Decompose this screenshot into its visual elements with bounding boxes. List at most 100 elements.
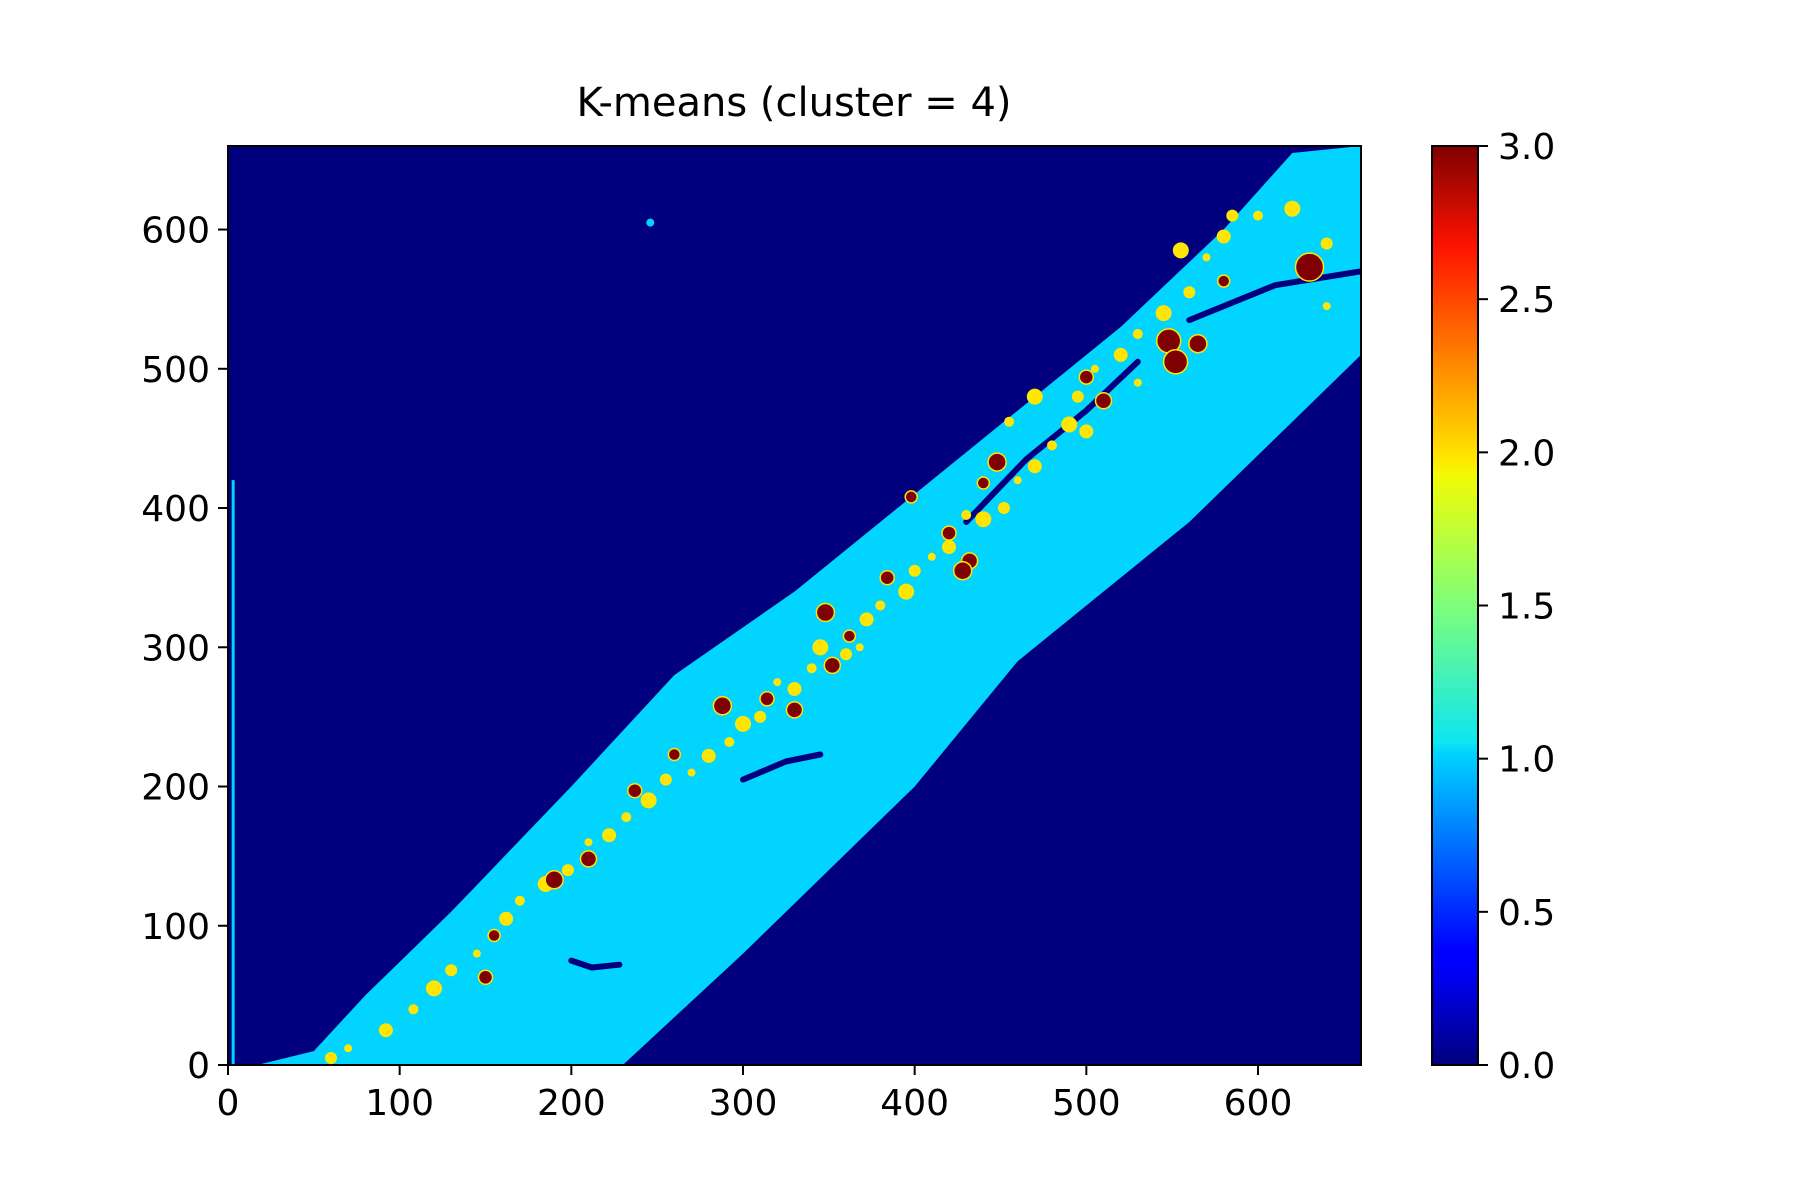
colorbar-tick-label: 0.5 — [1498, 893, 1555, 934]
spot-cluster-2 — [875, 600, 886, 611]
spot-cluster-2 — [1155, 305, 1172, 322]
spot-cluster-2 — [472, 949, 481, 958]
y-tick-label: 0 — [187, 1046, 210, 1087]
spot-cluster-2 — [621, 812, 632, 823]
spot-cluster-3 — [759, 691, 775, 707]
x-tick-label: 500 — [1052, 1083, 1121, 1124]
spot-cluster-2 — [1090, 364, 1099, 373]
spot-cluster-2 — [1026, 388, 1043, 405]
spot-cluster-2 — [1027, 459, 1042, 474]
spot-cluster-3 — [842, 629, 857, 643]
spot-cluster-2 — [859, 612, 874, 627]
spot-cluster-2 — [659, 773, 672, 786]
colorbar-tick-label: 2.5 — [1498, 280, 1555, 321]
colorbar-gradient — [1431, 145, 1479, 1066]
gap-cluster-0 — [568, 957, 623, 971]
spot-cluster-2 — [445, 964, 458, 977]
x-tick-label: 300 — [709, 1083, 778, 1124]
x-tick-label: 400 — [880, 1083, 949, 1124]
gap-cluster-0 — [963, 358, 1141, 525]
spot-cluster-2 — [701, 748, 716, 763]
spot-cluster-2 — [812, 639, 829, 656]
spot-cluster-2 — [1133, 378, 1142, 387]
spot-cluster-2 — [997, 502, 1010, 514]
spot-cluster-3 — [1162, 349, 1189, 375]
spot-cluster-2 — [1013, 476, 1022, 485]
y-tick-label: 200 — [141, 768, 210, 809]
spot-cluster-3 — [987, 452, 1007, 472]
spot-cluster-2 — [1226, 209, 1239, 222]
spot-cluster-2 — [640, 792, 657, 809]
spot-cluster-2 — [687, 768, 696, 777]
spot-cluster-3 — [904, 490, 918, 504]
x-tick-label: 100 — [365, 1083, 434, 1124]
spot-cluster-2 — [1004, 416, 1015, 427]
spot-cluster-3 — [1078, 369, 1095, 385]
spot-cluster-3 — [941, 525, 957, 541]
spot-cluster-3 — [1094, 392, 1113, 410]
spot-cluster-2 — [1113, 347, 1128, 362]
spot-cluster-2 — [773, 678, 782, 687]
y-tick-label: 100 — [141, 907, 210, 948]
y-axis: 0 100 200 300 400 500 600 — [141, 211, 228, 1087]
spot-cluster-3 — [879, 569, 895, 586]
y-tick-label: 400 — [141, 489, 210, 530]
spot-cluster-2 — [1047, 440, 1057, 451]
gap-cluster-0 — [740, 751, 824, 783]
gap-cluster-0 — [1186, 268, 1361, 324]
spot-cluster-2 — [378, 1023, 393, 1038]
spot-cluster-2 — [408, 1004, 419, 1015]
spot-cluster-2 — [344, 1044, 353, 1053]
colorbar-tick-label: 1.0 — [1498, 740, 1555, 781]
spot-cluster-2 — [754, 710, 767, 723]
spot-cluster-2 — [898, 583, 915, 600]
spot-cluster-2 — [561, 864, 574, 877]
chart-title: K-means (cluster = 4) — [576, 80, 1011, 126]
spot-cluster-3 — [1188, 333, 1208, 354]
spot-cluster-2 — [908, 564, 921, 577]
colorbar-tick-label: 3.0 — [1498, 127, 1555, 168]
spot-cluster-3 — [785, 701, 804, 719]
spot-cluster-2 — [426, 980, 442, 997]
spot-cluster-2 — [1322, 302, 1331, 311]
spot-cluster-3 — [823, 656, 842, 675]
spot-cluster-2 — [1079, 424, 1094, 439]
spot-cluster-2 — [927, 552, 936, 561]
spot-cluster-2 — [975, 511, 992, 528]
spot-cluster-2 — [724, 737, 735, 747]
spot-cluster-3 — [976, 476, 991, 490]
stray-speck-cluster-1 — [646, 218, 655, 227]
spot-cluster-2 — [806, 663, 817, 674]
spot-cluster-2 — [1253, 210, 1263, 221]
plot-frame — [227, 145, 1362, 1066]
spot-cluster-3 — [627, 782, 643, 799]
spot-cluster-2 — [942, 540, 956, 554]
heatmap-plot — [228, 146, 1361, 1065]
spot-cluster-2 — [499, 911, 514, 926]
spot-cluster-2 — [840, 648, 852, 661]
spot-cluster-2 — [1071, 390, 1084, 403]
spot-cluster-3 — [667, 747, 682, 762]
spot-cluster-3 — [477, 969, 494, 986]
spot-cluster-2 — [325, 1052, 337, 1064]
y-tick-label: 600 — [141, 211, 210, 252]
spot-cluster-2 — [514, 895, 525, 906]
colorbar-tick-label: 2.0 — [1498, 433, 1555, 474]
spot-cluster-3 — [579, 850, 598, 868]
y-tick-label: 500 — [141, 350, 210, 391]
spot-cluster-2 — [1284, 200, 1301, 217]
spot-cluster-2 — [1132, 329, 1143, 339]
spot-cluster-2 — [735, 715, 751, 732]
spot-cluster-2 — [602, 828, 617, 843]
x-tick-label: 200 — [537, 1083, 606, 1124]
spot-cluster-2 — [584, 838, 593, 847]
x-tick-label: 600 — [1224, 1083, 1293, 1124]
colorbar: 0.0 0.5 1.0 1.5 2.0 2.5 3.0 — [1431, 127, 1555, 1087]
colorbar-tick-label: 0.0 — [1498, 1046, 1555, 1087]
spot-cluster-2 — [1061, 416, 1078, 433]
x-axis: 0 100 200 300 400 500 600 — [217, 1065, 1293, 1124]
spot-cluster-3 — [952, 560, 973, 581]
spot-cluster-3 — [544, 870, 564, 890]
spot-cluster-2 — [1320, 237, 1333, 250]
y-tick-label: 300 — [141, 628, 210, 669]
